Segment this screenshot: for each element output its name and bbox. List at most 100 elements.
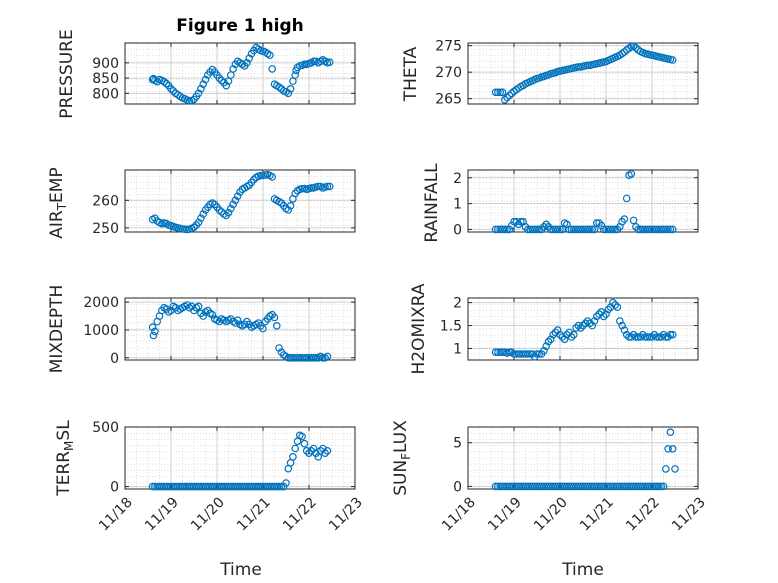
data-point — [194, 218, 203, 227]
data-point — [507, 348, 516, 357]
data-point — [270, 313, 279, 322]
ytick-label: 2000 — [83, 295, 119, 311]
xlabel-left: Time — [219, 560, 262, 580]
xlabel-right: Time — [561, 560, 604, 580]
data-point — [505, 225, 514, 234]
data-point — [599, 312, 608, 321]
subplot-terrmsl: TERRMSL Time — [54, 420, 262, 580]
data-point — [197, 85, 205, 93]
ytick-label: 1 — [453, 197, 462, 213]
data-point — [494, 88, 502, 97]
subplot-airtemp: AIRTEMP — [47, 167, 69, 238]
data-point — [668, 225, 677, 234]
data-point — [199, 210, 208, 218]
data-point — [588, 225, 597, 234]
ytick-label: 800 — [92, 86, 119, 102]
data-point — [590, 317, 599, 325]
data-point — [318, 353, 327, 362]
data-point — [629, 330, 638, 339]
data-point — [597, 307, 606, 316]
data-point — [613, 303, 622, 312]
ytick-label: 250 — [92, 221, 119, 237]
ytick-label: 2 — [453, 296, 462, 312]
data-point — [540, 223, 548, 231]
data-point — [652, 333, 661, 341]
data-point — [215, 206, 224, 214]
data-point — [569, 330, 578, 339]
data-point — [643, 333, 652, 341]
data-point — [615, 317, 624, 325]
data-point — [666, 330, 675, 339]
data-point — [661, 465, 670, 473]
data-point — [620, 215, 629, 223]
data-point — [632, 333, 640, 341]
ylabel-mixdepth: MIXDEPTH — [47, 285, 67, 374]
series-pressure — [148, 43, 334, 105]
data-point — [507, 221, 516, 230]
data-point — [325, 58, 334, 67]
data-point — [275, 482, 283, 491]
axes-box — [124, 42, 356, 105]
data-point — [284, 206, 293, 214]
subplot-h2omixra: H2OMIXRA — [409, 283, 429, 374]
data-point — [302, 446, 311, 455]
ytick-label: 1000 — [83, 323, 119, 339]
data-point — [609, 225, 617, 234]
data-point — [590, 225, 599, 234]
data-point — [586, 319, 594, 328]
data-point — [523, 350, 532, 358]
data-point — [638, 330, 647, 339]
data-point — [661, 333, 670, 341]
ytick-label: 900 — [92, 56, 119, 72]
data-point — [632, 43, 640, 52]
data-point — [206, 68, 214, 76]
data-point — [602, 310, 610, 318]
data-point — [542, 342, 551, 351]
data-point — [222, 81, 231, 90]
ytick-label: 2 — [453, 171, 462, 187]
series-h2omixra — [491, 298, 677, 361]
data-point — [286, 85, 295, 93]
ytick-label: 5 — [453, 436, 462, 452]
data-point — [496, 348, 505, 357]
data-point — [298, 432, 306, 441]
data-point — [321, 449, 329, 458]
data-point — [243, 58, 251, 67]
data-point — [560, 335, 569, 344]
data-point — [553, 326, 562, 334]
data-point — [668, 444, 677, 453]
ytick-label: 0 — [110, 480, 119, 496]
data-point — [291, 71, 300, 79]
data-point — [505, 348, 514, 357]
data-point — [542, 220, 551, 229]
data-point — [572, 324, 580, 332]
ytick-label: 1 — [453, 342, 462, 358]
data-point — [190, 223, 198, 232]
data-point — [664, 444, 672, 453]
data-point — [533, 350, 541, 358]
ytick-label: 270 — [435, 65, 462, 81]
ylabel-pressure: PRESSURE — [57, 29, 77, 118]
data-point — [576, 324, 585, 332]
data-point — [627, 170, 636, 178]
data-point — [162, 79, 171, 88]
data-point — [229, 200, 237, 209]
data-point — [558, 333, 567, 341]
data-point — [500, 96, 509, 104]
data-point — [149, 331, 158, 340]
ylabel-airtemp: AIRTEMP — [47, 167, 69, 238]
data-point — [618, 321, 626, 330]
data-point — [668, 56, 677, 64]
data-point — [503, 225, 511, 234]
ytick-label: 0 — [453, 479, 462, 495]
data-point — [151, 327, 159, 336]
data-point — [496, 88, 505, 97]
data-point — [574, 63, 583, 71]
data-point — [307, 184, 316, 192]
data-point — [666, 225, 675, 234]
axes-theta: 265 270 275 — [435, 39, 699, 108]
data-point — [507, 89, 516, 98]
data-point — [556, 225, 564, 234]
ytick-label: 265 — [435, 92, 462, 108]
data-point — [664, 333, 672, 341]
